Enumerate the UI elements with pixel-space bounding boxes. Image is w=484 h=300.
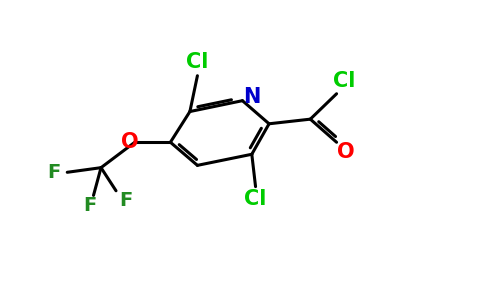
Text: Cl: Cl — [186, 52, 209, 72]
Text: F: F — [83, 196, 96, 215]
Text: O: O — [121, 132, 139, 152]
Text: Cl: Cl — [333, 71, 355, 91]
Text: F: F — [119, 190, 132, 209]
Text: F: F — [47, 163, 61, 182]
Text: O: O — [337, 142, 355, 161]
Text: Cl: Cl — [244, 189, 267, 209]
Text: N: N — [243, 87, 260, 107]
